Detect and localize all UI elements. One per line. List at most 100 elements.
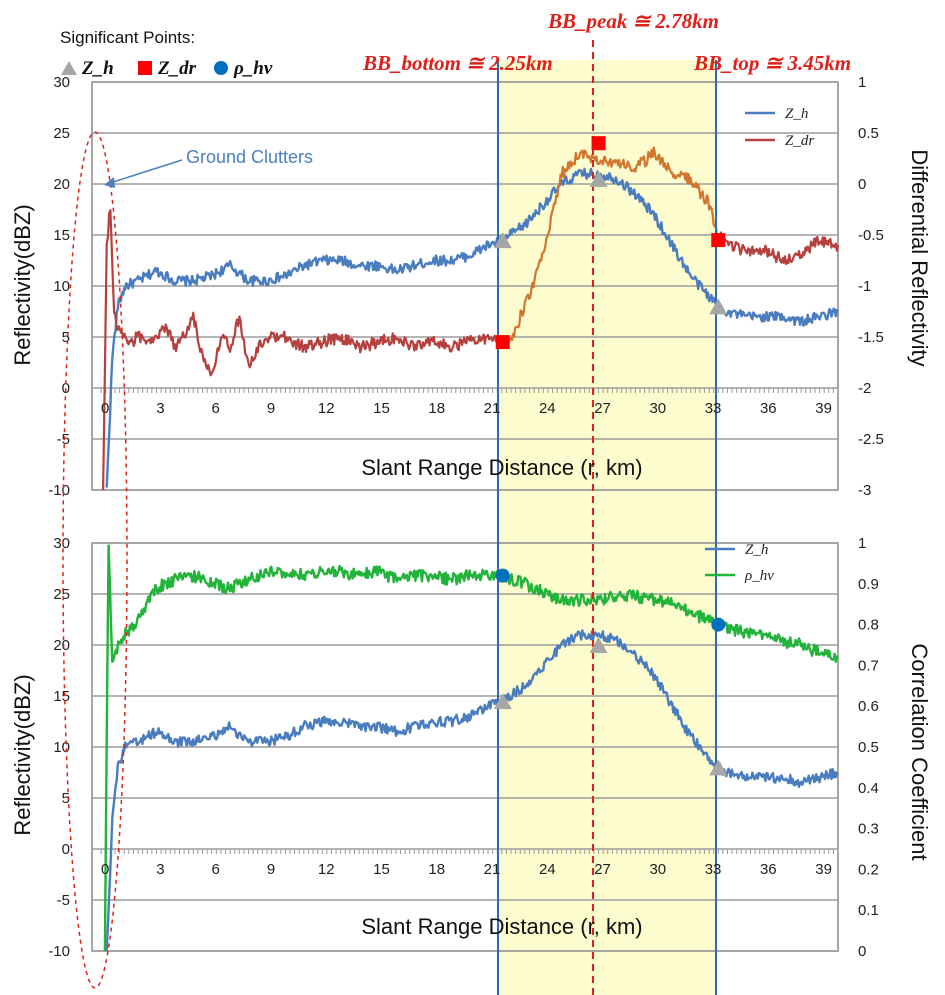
top-legend-zdr-label: Z_dr — [785, 133, 814, 149]
top-y2-axis-title: Differential Reflectivity — [907, 149, 932, 366]
top-legend-zh-label: Z_h — [785, 106, 808, 122]
legend-rhv-label: ρ_hv — [233, 58, 273, 79]
y2-tick-label: -1 — [858, 278, 871, 295]
y2-tick-label: -1.5 — [858, 329, 884, 346]
zdr-significant-point — [495, 335, 510, 350]
significant-points-title: Significant Points: — [60, 28, 195, 47]
top-panel-tick-labels: 30 25 20 15 10 5 0 -5 -10 1 0.5 0 -0.5 -1 -1.5 -2 -2.5 -3… — [48, 74, 884, 499]
top-x-axis-title: Slant Range Distance (r, km) — [361, 455, 642, 480]
x-tick-label: 3 — [156, 861, 164, 878]
x-tick-label: 0 — [101, 861, 109, 878]
x-tick-label: 27 — [594, 861, 611, 878]
ground-clutters-label: Ground Clutters — [186, 147, 313, 167]
legend-square-marker — [138, 61, 152, 75]
y-tick-label: 30 — [53, 535, 70, 552]
y2-tick-label: 0 — [858, 176, 866, 193]
ground-clutter-arrowhead — [104, 177, 115, 188]
x-tick-label: 15 — [373, 861, 390, 878]
legend-triangle-marker — [61, 61, 77, 75]
bottom-x-axis-title: Slant Range Distance (r, km) — [361, 914, 642, 939]
y-tick-label: 15 — [53, 688, 70, 705]
x-tick-label: 30 — [649, 861, 666, 878]
bb-peak-annotation: BB_peak ≅ 2.78km — [547, 9, 719, 33]
x-tick-label: 6 — [212, 400, 220, 417]
y2-tick-label: 1 — [858, 74, 866, 91]
x-tick-label: 24 — [539, 400, 556, 417]
x-tick-label: 9 — [267, 861, 275, 878]
x-tick-label: 21 — [484, 861, 501, 878]
zh-significant-point — [589, 637, 608, 653]
zh-significant-point — [709, 298, 728, 315]
y-tick-label: 5 — [62, 790, 70, 807]
y2-tick-label: 0.2 — [858, 861, 879, 878]
y-tick-label: -10 — [48, 943, 70, 960]
zdr-series-line-bb — [501, 146, 720, 349]
bb-top-annotation: BB_top ≅ 3.45km — [693, 51, 851, 75]
legend-zdr-label: Z_dr — [157, 58, 197, 79]
y-tick-label: -5 — [57, 431, 70, 448]
rhv-series-line — [103, 544, 839, 952]
x-tick-label: 0 — [101, 400, 109, 417]
zdr-significant-point — [711, 233, 726, 248]
y-tick-label: 10 — [53, 739, 70, 756]
x-tick-label: 9 — [267, 400, 275, 417]
ground-clutter-ellipse — [62, 131, 128, 989]
y2-tick-label: 0.5 — [858, 125, 879, 142]
zdr-series-line — [102, 209, 840, 491]
x-tick-label: 33 — [705, 861, 722, 878]
zh-significant-point — [493, 232, 512, 249]
zh-significant-point — [589, 170, 608, 187]
y2-tick-label: 0.1 — [858, 902, 879, 919]
rhv-significant-point — [711, 617, 726, 632]
bottom-y-axis-title: Reflectivity(dBZ) — [10, 674, 35, 835]
y-tick-label: 20 — [53, 176, 70, 193]
y-tick-label: 10 — [53, 278, 70, 295]
bottom-panel-series — [103, 544, 839, 952]
x-tick-label: 36 — [760, 400, 777, 417]
y-tick-label: 20 — [53, 637, 70, 654]
y-tick-label: -5 — [57, 892, 70, 909]
zh-significant-point — [709, 759, 728, 776]
y2-tick-label: -2.5 — [858, 431, 884, 448]
x-tick-label: 15 — [373, 400, 390, 417]
y2-tick-label: 0.3 — [858, 821, 879, 838]
x-tick-label: 18 — [428, 861, 445, 878]
y2-tick-label: 0.4 — [858, 780, 879, 797]
rhv-significant-point — [495, 568, 510, 583]
y-tick-label: 25 — [53, 586, 70, 603]
bottom-panel-significant-points — [493, 568, 728, 776]
bottom-panel-grid — [92, 542, 839, 952]
y-tick-label: 5 — [62, 329, 70, 346]
zdr-significant-point — [591, 136, 606, 151]
top-panel-grid — [92, 81, 839, 491]
y-tick-label: 25 — [53, 125, 70, 142]
y2-tick-label: -3 — [858, 482, 871, 499]
bb-bottom-annotation: BB_bottom ≅ 2.25km — [362, 51, 553, 75]
bottom-y2-axis-title: Correlation Coefficient — [907, 643, 932, 860]
x-tick-label: 18 — [428, 400, 445, 417]
x-tick-label: 39 — [815, 400, 832, 417]
y2-tick-label: 0.7 — [858, 657, 879, 674]
x-tick-label: 21 — [484, 400, 501, 417]
y2-tick-label: 0 — [858, 943, 866, 960]
legend-zh-label: Z_h — [81, 58, 114, 79]
zh-series-line — [105, 629, 839, 952]
y2-tick-label: -0.5 — [858, 227, 884, 244]
bottom-legend-rhv-label: ρ_hv — [744, 568, 774, 584]
y-tick-label: 30 — [53, 74, 70, 91]
x-tick-label: 39 — [815, 861, 832, 878]
bottom-legend-zh-label: Z_h — [745, 542, 768, 558]
y-tick-label: 15 — [53, 227, 70, 244]
top-y-axis-title: Reflectivity(dBZ) — [10, 204, 35, 365]
y-tick-label: -10 — [48, 482, 70, 499]
top-panel-significant-points — [493, 136, 728, 350]
x-tick-label: 12 — [318, 400, 335, 417]
y2-tick-label: 0.9 — [858, 576, 879, 593]
x-tick-label: 33 — [705, 400, 722, 417]
y2-tick-label: 0.8 — [858, 617, 879, 634]
legend-circle-marker — [214, 61, 228, 75]
bright-band-region — [498, 60, 716, 995]
zh-significant-point — [493, 693, 512, 710]
x-tick-label: 6 — [212, 861, 220, 878]
